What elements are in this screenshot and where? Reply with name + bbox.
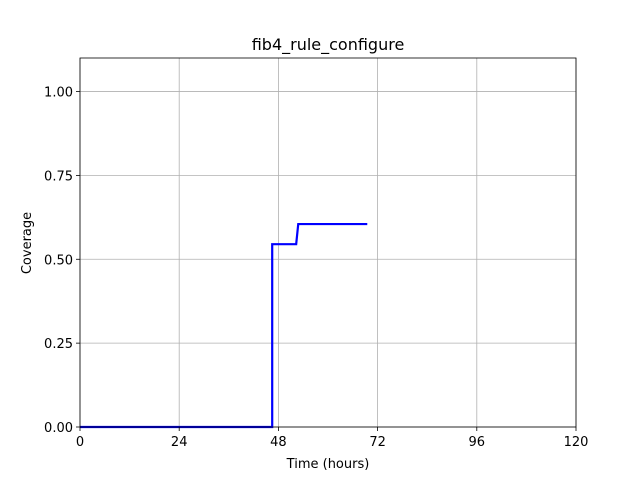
- x-tick-label: 72: [369, 435, 386, 450]
- y-tick-label: 1.00: [44, 86, 73, 101]
- x-tick-label: 96: [469, 435, 486, 450]
- plot-frame: [79, 57, 577, 428]
- y-tick-label: 0.00: [44, 421, 73, 436]
- y-axis-label: Coverage: [20, 212, 35, 274]
- y-tick-label: 0.50: [44, 253, 73, 268]
- y-tick-label: 0.75: [44, 169, 73, 184]
- x-axis-label: Time (hours): [286, 457, 370, 472]
- x-tick-label: 120: [564, 435, 589, 450]
- x-tick-label: 24: [171, 435, 188, 450]
- ticks: 0 24 48 72 96 120 0.00 0.25 0.50 0.75 1.00: [44, 86, 588, 450]
- chart-title: fib4_rule_configure: [252, 35, 405, 55]
- x-tick-label: 0: [76, 435, 84, 450]
- x-tick-label: 48: [270, 435, 287, 450]
- y-tick-label: 0.25: [44, 337, 73, 352]
